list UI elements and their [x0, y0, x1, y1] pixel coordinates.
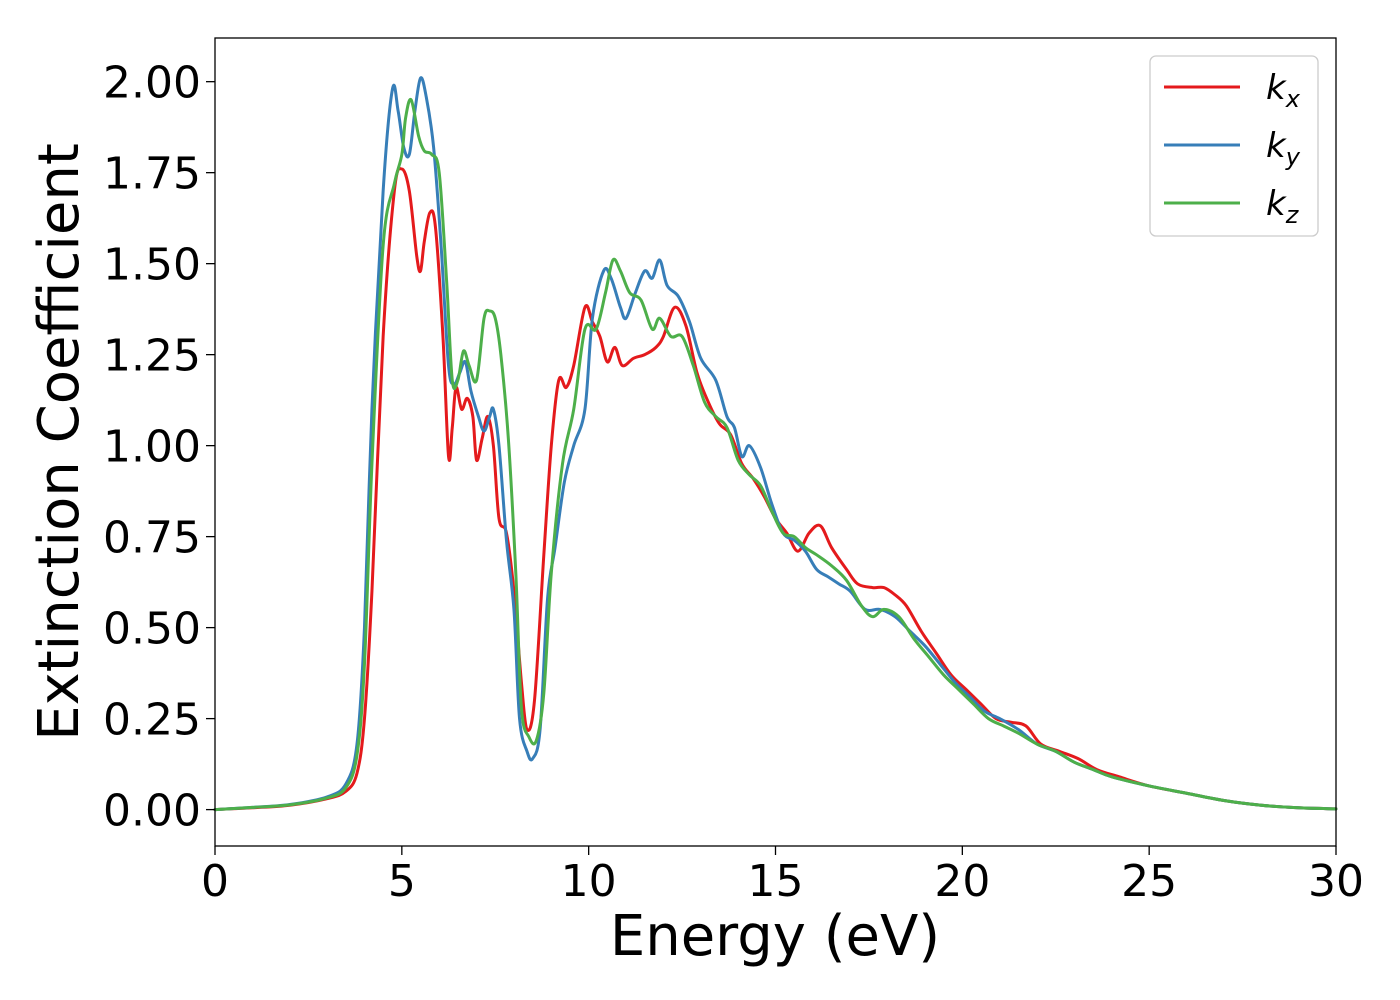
y-tick-label: 0.50 — [103, 604, 201, 655]
x-axis: 0 5 10 15 20 25 30 — [201, 846, 1364, 907]
y-tick-label: 1.75 — [103, 149, 201, 200]
y-axis-title: Extinction Coefficient — [27, 143, 92, 741]
series-layer — [213, 76, 1338, 812]
x-tick-label: 0 — [201, 856, 229, 907]
y-axis: 0.00 0.25 0.50 0.75 1.00 1.25 1.50 1.75 2.00 — [103, 58, 215, 837]
x-tick-label: 5 — [388, 856, 416, 907]
x-tick-label: 20 — [934, 856, 990, 907]
x-tick-label: 10 — [561, 856, 617, 907]
y-tick-label: 2.00 — [103, 58, 201, 109]
y-tick-label: 1.25 — [103, 331, 201, 382]
y-tick-label: 0.25 — [103, 695, 201, 746]
y-tick-label: 0.75 — [103, 513, 201, 564]
y-tick-label: 1.50 — [103, 240, 201, 291]
x-tick-label: 25 — [1121, 856, 1177, 907]
y-tick-label: 1.00 — [103, 422, 201, 473]
x-tick-label: 15 — [748, 856, 804, 907]
x-axis-title: Energy (eV) — [610, 904, 940, 969]
series-line-ky — [213, 76, 1338, 812]
series-line-kz — [213, 97, 1338, 812]
y-tick-label: 0.00 — [103, 786, 201, 837]
x-tick-label: 30 — [1308, 856, 1364, 907]
series-line-kx — [213, 167, 1338, 812]
